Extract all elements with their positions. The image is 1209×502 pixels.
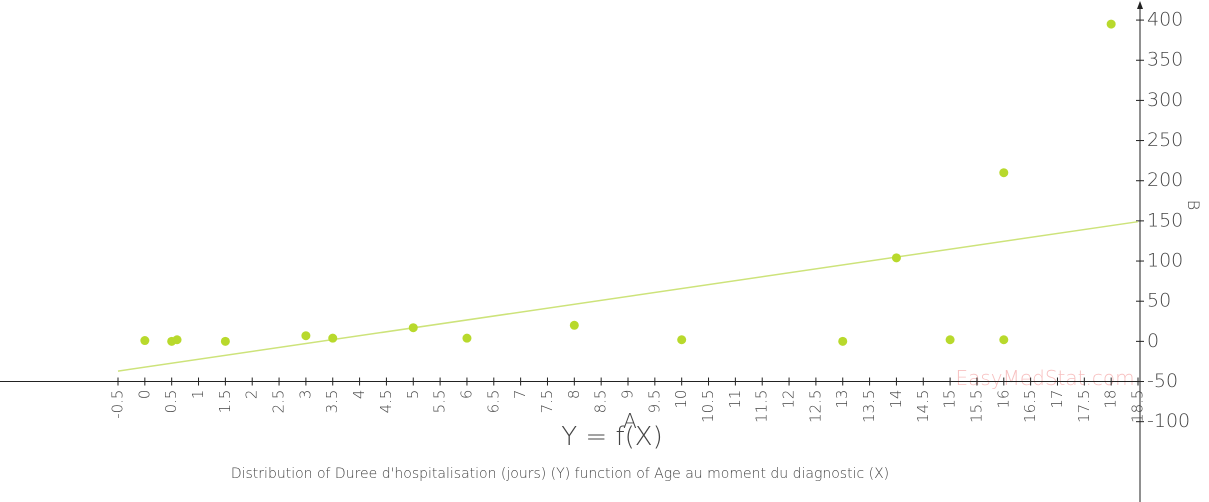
x-tick-label: 5: [404, 390, 422, 400]
x-tick-label: 9: [619, 390, 637, 400]
y-tick-label: -100: [1147, 410, 1190, 432]
x-tick-label: 0.5: [162, 390, 180, 414]
x-tick-label: 11: [726, 390, 744, 409]
y-tick-label: 250: [1147, 129, 1183, 151]
x-tick-label: 16.5: [1021, 390, 1039, 423]
x-tick-label: 9.5: [645, 390, 663, 414]
y-tick-label: -50: [1147, 370, 1178, 392]
x-tick-label: 4.5: [377, 390, 395, 414]
x-tick-label: 6: [457, 390, 475, 400]
x-tick-label: 4: [350, 390, 368, 400]
x-tick-label: 15.5: [967, 390, 985, 423]
chart-subtitle: Distribution of Duree d'hospitalisation …: [231, 466, 889, 482]
point: [891, 253, 901, 263]
chart-title: Y = f(X): [561, 422, 662, 452]
x-tick-label: 18.5: [1129, 390, 1147, 423]
point: [220, 336, 230, 346]
point: [1106, 19, 1116, 29]
x-tick-label: 3.5: [323, 390, 341, 414]
x-axis-label: A: [623, 409, 637, 433]
x-tick-label: 17.5: [1075, 390, 1093, 423]
x-tick-label: 14: [887, 390, 905, 409]
point: [945, 335, 955, 345]
y-tick-label: 100: [1147, 250, 1183, 272]
x-tick-label: 1: [189, 390, 207, 400]
x-tick-label: 7.5: [538, 390, 556, 414]
x-tick-label: 15: [941, 390, 959, 409]
x-tick-label: 8: [565, 390, 583, 400]
x-tick-label: 17: [1048, 390, 1066, 409]
x-tick-label: 7: [511, 390, 529, 400]
x-tick-label: 13: [833, 390, 851, 409]
x-tick-label: 1.5: [216, 390, 234, 414]
x-tick-label: -0.5: [109, 390, 127, 419]
point: [408, 323, 418, 333]
y-tick-label: 300: [1147, 89, 1183, 111]
point: [999, 168, 1009, 178]
watermark: EasyMedStat.com: [955, 366, 1134, 390]
y-tick-label: 150: [1147, 209, 1183, 231]
point: [838, 336, 848, 346]
point: [328, 333, 338, 343]
trend-line: [117, 220, 1139, 372]
x-tick-label: 12.5: [806, 390, 824, 423]
y-tick-label: 50: [1147, 290, 1171, 312]
point: [999, 335, 1009, 345]
x-tick-label: 10.5: [699, 390, 717, 423]
x-tick-label: 14.5: [914, 390, 932, 423]
point: [569, 320, 579, 330]
point: [301, 331, 311, 341]
x-tick-label: 18: [1102, 390, 1120, 409]
x-tick-label: 2.5: [270, 390, 288, 414]
x-tick-label: 11.5: [753, 390, 771, 423]
x-tick-label: 3: [296, 390, 314, 400]
x-tick-label: 6.5: [484, 390, 502, 414]
x-tick-label: 13.5: [860, 390, 878, 423]
y-tick-label: 400: [1147, 9, 1183, 31]
y-tick-label: 350: [1147, 49, 1183, 71]
y-tick-label: 200: [1147, 169, 1183, 191]
point: [462, 333, 472, 343]
y-tick-label: 0: [1147, 330, 1159, 352]
x-tick-label: 8.5: [592, 390, 610, 414]
y-axis-label: B: [1184, 200, 1203, 210]
y-axis-arrow: [1137, 1, 1143, 9]
point: [140, 336, 150, 346]
x-tick-label: 10: [672, 390, 690, 409]
x-tick-label: 12: [780, 390, 798, 409]
point: [172, 335, 182, 345]
point: [677, 335, 687, 345]
x-tick-label: 2: [243, 390, 261, 400]
x-tick-label: 5.5: [431, 390, 449, 414]
x-tick-label: 0: [135, 390, 153, 400]
x-tick-label: 16: [994, 390, 1012, 409]
